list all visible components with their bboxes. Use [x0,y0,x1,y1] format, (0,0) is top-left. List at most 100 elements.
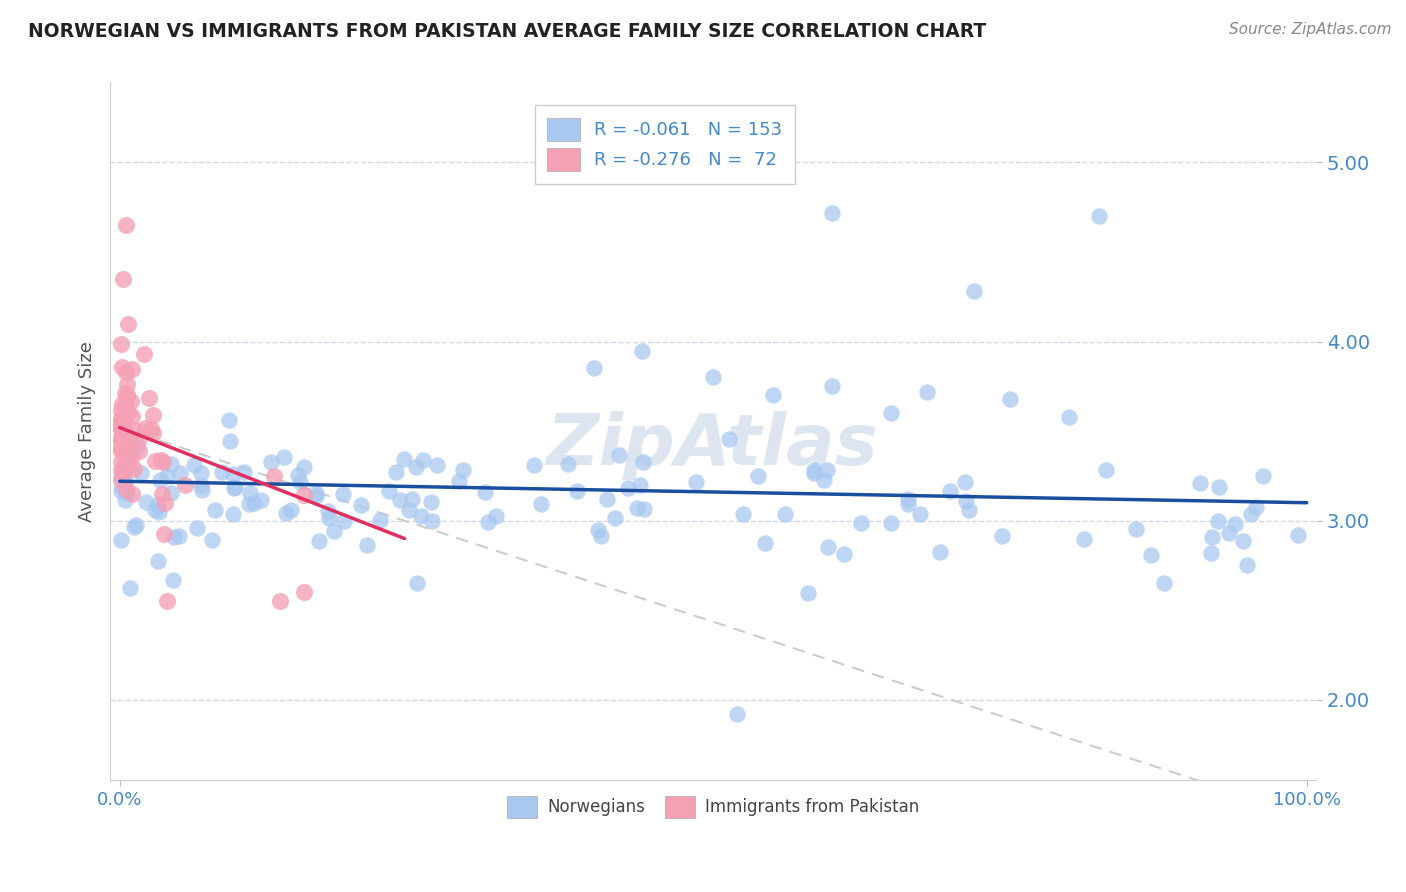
Point [115,377,138,392]
Point [156,469,179,483]
Point [1218,525,1240,540]
Point [294,459,316,474]
Point [747,468,769,483]
Point [401,491,423,506]
Point [880,516,903,530]
Point [112,420,135,434]
Point [332,487,354,501]
Point [1208,480,1230,494]
Point [368,513,391,527]
Point [880,406,903,420]
Point [201,533,224,547]
Point [110,337,132,351]
Point [117,438,139,452]
Point [134,347,156,361]
Text: ZipAtlas: ZipAtlas [547,410,879,480]
Point [110,420,132,434]
Point [350,498,373,512]
Point [761,388,783,402]
Point [356,538,378,552]
Point [1125,522,1147,536]
Point [928,544,950,558]
Point [110,434,132,448]
Point [110,431,132,445]
Point [143,503,166,517]
Point [1188,476,1211,491]
Point [474,485,496,500]
Point [148,553,170,567]
Point [120,443,142,458]
Point [221,508,243,522]
Point [218,413,240,427]
Point [191,483,214,498]
Point [1206,514,1229,528]
Point [110,444,132,458]
Point [114,474,136,488]
Point [821,205,844,219]
Point [110,415,132,429]
Point [305,485,328,500]
Point [190,466,212,480]
Point [121,450,143,464]
Point [110,419,132,434]
Point [332,514,354,528]
Point [530,497,553,511]
Point [915,384,938,399]
Point [111,466,134,480]
Point [111,442,134,457]
Point [718,432,741,446]
Text: Source: ZipAtlas.com: Source: ZipAtlas.com [1229,22,1392,37]
Point [149,473,172,487]
Point [955,493,977,508]
Point [134,421,156,435]
Point [389,492,412,507]
Point [111,420,134,434]
Point [117,457,139,471]
Point [392,452,415,467]
Point [110,470,132,484]
Point [121,409,143,423]
Point [815,463,838,477]
Point [250,493,273,508]
Point [222,481,245,495]
Point [117,406,139,420]
Point [118,434,141,449]
Point [167,529,190,543]
Point [110,411,132,425]
Point [280,503,302,517]
Point [124,517,146,532]
Point [135,495,157,509]
Point [821,379,844,393]
Point [557,457,579,471]
Point [112,466,135,480]
Point [129,466,152,480]
Point [1199,546,1222,560]
Point [1059,409,1081,424]
Point [451,463,474,477]
Point [897,491,920,506]
Point [1095,463,1118,477]
Point [565,484,588,499]
Point [110,455,132,469]
Point [152,455,174,469]
Point [628,477,651,491]
Point [273,450,295,465]
Point [449,475,471,489]
Point [596,491,619,506]
Text: NORWEGIAN VS IMMIGRANTS FROM PAKISTAN AVERAGE FAMILY SIZE CORRELATION CHART: NORWEGIAN VS IMMIGRANTS FROM PAKISTAN AV… [28,22,987,41]
Point [156,594,179,608]
Point [238,497,260,511]
Point [754,535,776,549]
Point [112,438,135,452]
Point [702,370,724,384]
Point [150,487,173,501]
Point [153,496,176,510]
Point [292,585,315,599]
Point [420,495,443,509]
Point [114,218,136,232]
Point [955,475,977,489]
Point [685,475,707,489]
Point [127,440,149,454]
Point [110,463,132,477]
Point [112,413,135,427]
